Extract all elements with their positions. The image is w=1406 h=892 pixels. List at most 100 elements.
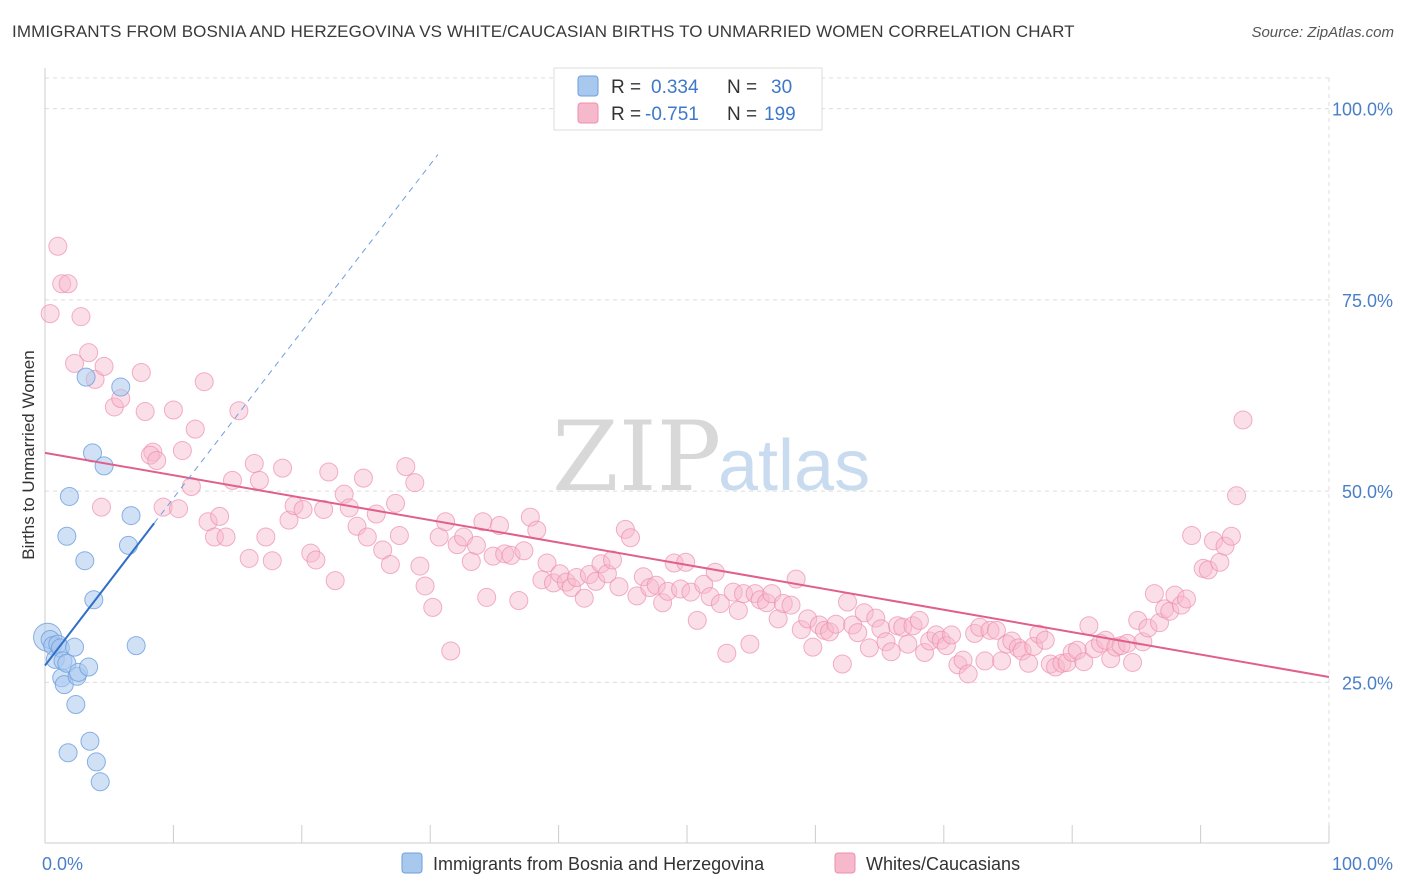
- whites-point: [410, 556, 430, 576]
- whites-point: [975, 651, 995, 671]
- whites-point: [495, 544, 515, 564]
- whites-point: [1144, 584, 1164, 604]
- whites-point: [710, 594, 730, 614]
- bosnia-point: [58, 743, 78, 763]
- legend-n-label-1: N =: [727, 77, 757, 98]
- whites-point: [325, 571, 345, 591]
- bosnia-point: [86, 752, 106, 772]
- whites-point: [1176, 589, 1196, 609]
- whites-point: [79, 343, 99, 363]
- legend-r-value-2: -0.751: [645, 104, 699, 125]
- watermark: ZIP atlas: [552, 401, 870, 513]
- legend-swatch-whites: [834, 852, 856, 874]
- whites-point: [992, 651, 1012, 671]
- whites-point: [490, 516, 510, 536]
- whites-point: [898, 634, 918, 654]
- bosnia-point: [76, 367, 96, 387]
- y-tick-label: 50.0%: [1342, 482, 1393, 502]
- whites-point: [1101, 649, 1121, 669]
- whites-point: [574, 588, 594, 608]
- whites-caucasians-points: [40, 236, 1253, 684]
- bosnia-point: [80, 731, 100, 751]
- whites-point: [832, 654, 852, 674]
- whites-point: [970, 617, 990, 637]
- whites-point: [423, 597, 443, 617]
- whites-point: [131, 363, 151, 383]
- chart-title: IMMIGRANTS FROM BOSNIA AND HERZEGOVINA V…: [12, 22, 1075, 41]
- whites-point: [405, 473, 425, 493]
- whites-point: [1019, 653, 1039, 673]
- whites-point: [239, 548, 259, 568]
- whites-point: [866, 608, 886, 628]
- legend-box: [553, 67, 823, 131]
- whites-point: [609, 577, 629, 597]
- whites-point: [389, 525, 409, 545]
- legend-label-whites: Whites/Caucasians: [866, 854, 1020, 874]
- whites-point: [273, 458, 293, 478]
- whites-point: [58, 274, 78, 294]
- series-legend: Immigrants from Bosnia and Herzegovina W…: [401, 852, 1020, 874]
- whites-point: [466, 535, 486, 555]
- whites-point: [1221, 526, 1241, 546]
- whites-point: [353, 468, 373, 488]
- bosnia-point: [75, 551, 95, 571]
- whites-point: [687, 610, 707, 630]
- whites-point: [561, 577, 581, 597]
- whites-point: [798, 609, 818, 629]
- bosnia-points: [33, 367, 146, 792]
- whites-point: [1198, 560, 1218, 580]
- trend-lines: [44, 154, 1330, 678]
- whites-point: [279, 510, 299, 530]
- whites-point: [876, 632, 896, 652]
- bosnia-point: [111, 377, 131, 397]
- whites-point: [556, 572, 576, 592]
- legend-r-value-1: 0.334: [651, 77, 699, 98]
- whites-point: [820, 622, 840, 642]
- whites-point: [319, 462, 339, 482]
- whites-point: [854, 603, 874, 623]
- whites-point: [163, 400, 183, 420]
- whites-point: [1233, 410, 1253, 430]
- legend-r-label-1: R =: [611, 77, 641, 98]
- whites-point: [65, 353, 85, 373]
- whites-point: [52, 274, 72, 294]
- whites-point: [676, 552, 696, 572]
- whites-point: [347, 516, 367, 536]
- bosnia-point: [65, 637, 85, 657]
- whites-point: [249, 470, 269, 490]
- whites-point: [859, 638, 879, 658]
- whites-point: [717, 643, 737, 663]
- whites-point: [210, 506, 230, 526]
- legend-label-bosnia: Immigrants from Bosnia and Herzegovina: [433, 854, 765, 874]
- bosnia-trend-extension: [153, 154, 439, 524]
- bosnia-point: [57, 526, 77, 546]
- whites-point: [567, 568, 587, 588]
- whites-point: [501, 545, 521, 565]
- legend-n-label-2: N =: [727, 104, 757, 125]
- x-tick-label: 0.0%: [42, 854, 83, 874]
- whites-point: [1203, 531, 1223, 551]
- whites-point: [1057, 652, 1077, 672]
- whites-point: [826, 614, 846, 634]
- whites-point: [728, 600, 748, 620]
- y-tick-label: 75.0%: [1342, 291, 1393, 311]
- whites-point: [1035, 630, 1055, 650]
- whites-point: [1215, 536, 1235, 556]
- whites-point: [169, 499, 189, 519]
- y-tick-label: 100.0%: [1332, 100, 1393, 120]
- whites-point: [396, 457, 416, 477]
- whites-point: [216, 527, 236, 547]
- whites-point: [461, 551, 481, 571]
- whites-point: [1171, 595, 1191, 615]
- whites-point: [931, 630, 951, 650]
- legend-n-value-2: 199: [764, 104, 796, 125]
- whites-point: [172, 441, 192, 461]
- whites-point: [1074, 652, 1094, 672]
- whites-point: [1182, 525, 1202, 545]
- whites-point: [936, 636, 956, 656]
- whites-point: [942, 625, 962, 645]
- x-tick-label: 100.0%: [1332, 854, 1393, 874]
- whites-point: [147, 451, 167, 470]
- whites-point: [781, 595, 801, 615]
- whites-point: [1227, 486, 1247, 506]
